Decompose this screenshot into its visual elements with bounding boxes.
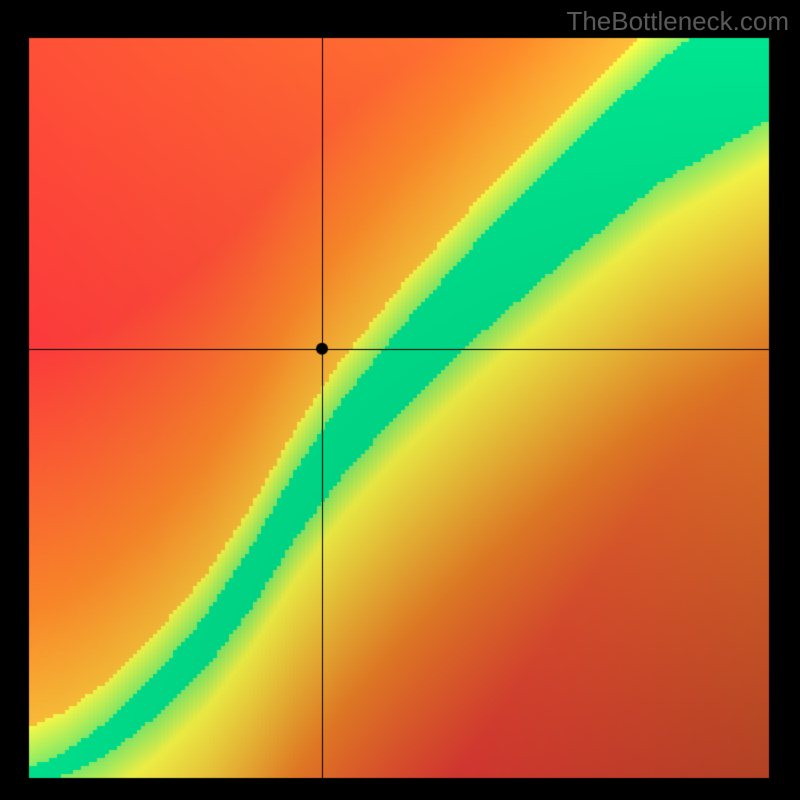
watermark-text: TheBottleneck.com [566, 6, 789, 37]
bottleneck-heatmap [0, 0, 800, 800]
chart-container: TheBottleneck.com [0, 0, 800, 800]
